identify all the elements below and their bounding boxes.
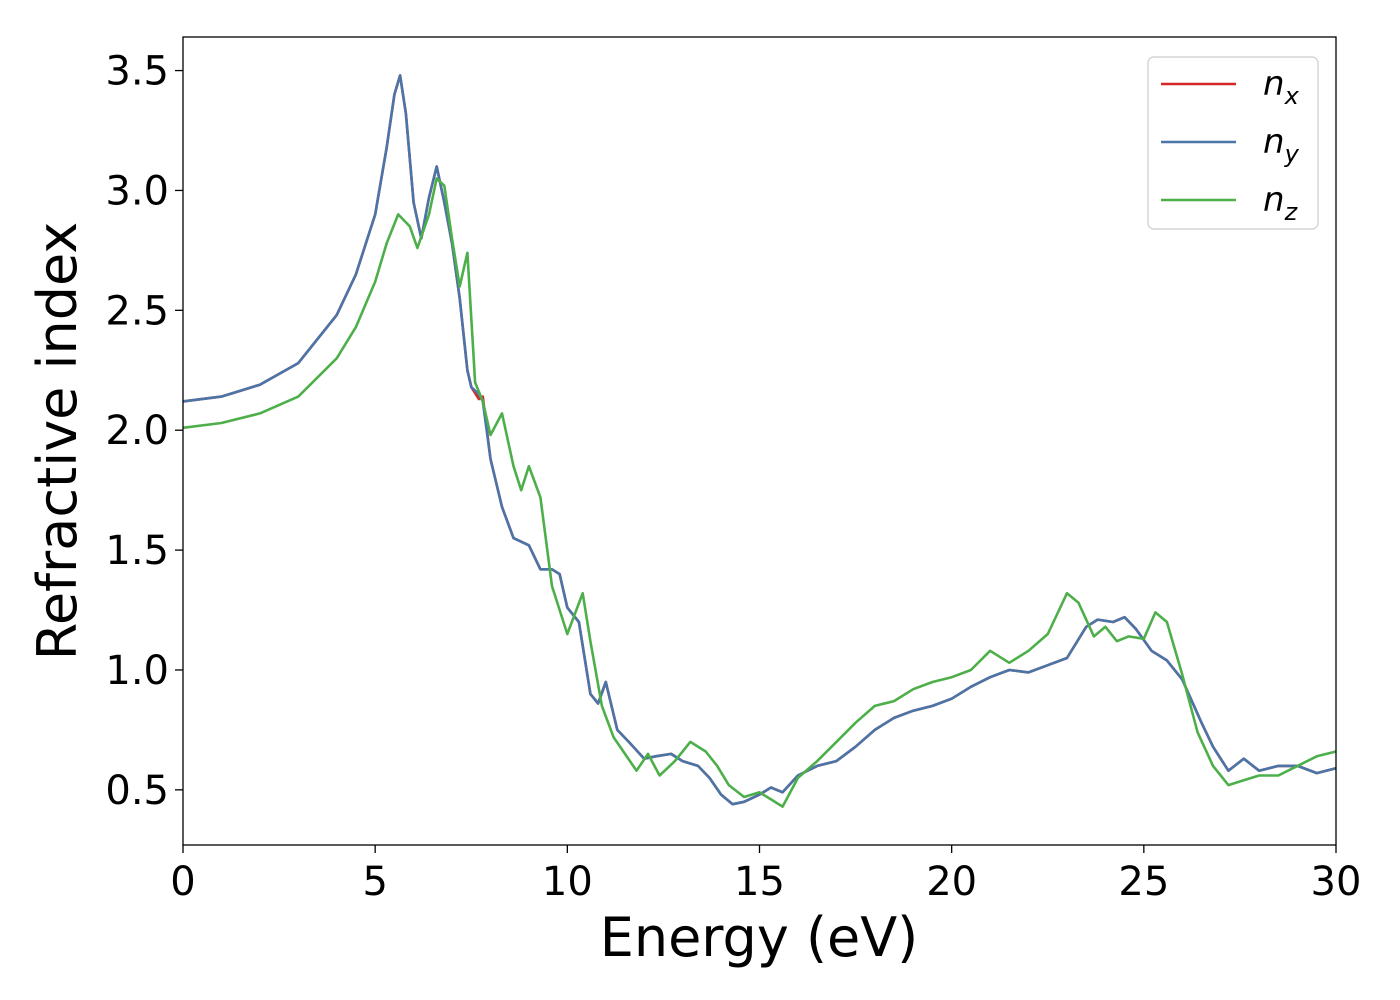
plot-area — [183, 37, 1336, 845]
series-line-nz — [182, 177, 1337, 808]
x-tick-label: 30 — [1311, 859, 1362, 905]
series-line-ny — [182, 74, 1337, 806]
x-tick-label: 0 — [170, 859, 195, 905]
y-tick-label: 0.5 — [105, 768, 169, 814]
legend-label-nx: nx — [1263, 64, 1300, 110]
x-tick-label: 20 — [926, 859, 977, 905]
y-axis-label: Refractive index — [26, 222, 89, 661]
y-tick-label: 2.5 — [105, 288, 169, 334]
y-tick-label: 2.0 — [105, 408, 169, 454]
x-axis-label: Energy (eV) — [600, 906, 919, 969]
y-tick-label: 1.5 — [105, 528, 169, 574]
y-axis: 0.5 1.0 1.5 2.0 2.5 3.0 3.5 — [105, 49, 183, 814]
legend-label-nz: nz — [1263, 180, 1299, 226]
legend-label-subscript: y — [1284, 140, 1300, 168]
x-tick-label: 10 — [542, 859, 593, 905]
legend-label-symbol: n — [1263, 122, 1285, 162]
y-tick-label: 1.0 — [105, 648, 169, 694]
legend-label-ny: ny — [1263, 122, 1300, 168]
x-axis: 0 5 10 15 20 25 30 — [170, 845, 1361, 905]
legend-label-subscript: z — [1284, 198, 1299, 226]
series-layer — [182, 74, 1337, 808]
x-tick-label: 5 — [362, 859, 387, 905]
y-tick-label: 3.0 — [105, 168, 169, 214]
y-tick-label: 3.5 — [105, 49, 169, 95]
legend-label-symbol: n — [1263, 180, 1285, 220]
legend-label-subscript: x — [1284, 82, 1300, 110]
x-tick-label: 15 — [734, 859, 785, 905]
x-tick-label: 25 — [1118, 859, 1169, 905]
legend-label-symbol: n — [1263, 64, 1285, 104]
